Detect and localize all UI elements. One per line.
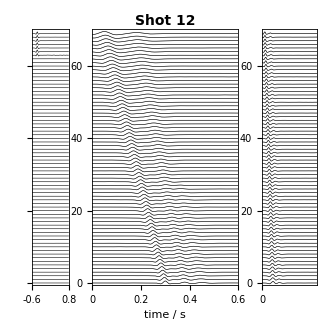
- X-axis label: time / s: time / s: [144, 310, 186, 320]
- Title: Shot 12: Shot 12: [135, 14, 196, 28]
